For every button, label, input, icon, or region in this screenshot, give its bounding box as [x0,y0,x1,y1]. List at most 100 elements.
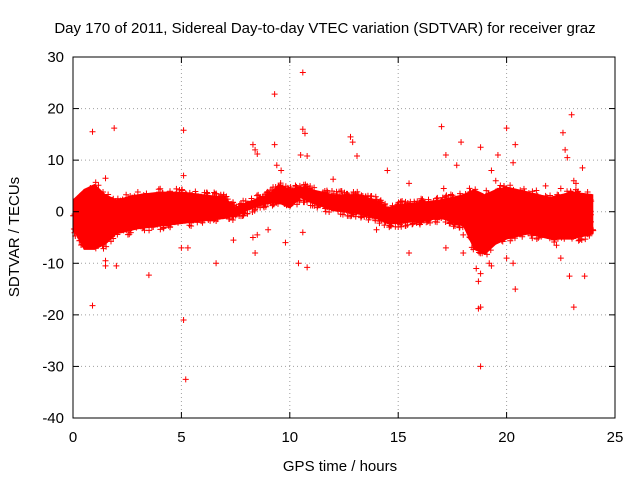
data-point-outlier [562,146,569,153]
data-point [190,199,197,206]
data-point-outlier [568,111,575,118]
data-point [441,196,448,203]
data-point [454,198,461,205]
data-point [467,225,474,232]
data-point [190,204,197,211]
data-point [236,210,243,217]
data-point [345,206,352,213]
data-point [397,211,404,218]
data-point [279,190,286,197]
data-point [152,204,159,211]
data-point [422,201,429,208]
y-tick-label: 20 [47,101,64,118]
data-point [404,221,411,228]
data-point-outlier [488,262,495,269]
data-point [499,195,506,202]
data-point-outlier [184,244,191,251]
data-point [229,199,236,206]
data-point [178,206,185,213]
data-point-outlier [477,363,484,370]
data-point [341,189,348,196]
data-point-outlier [477,304,484,311]
data-point [451,214,458,221]
data-point [177,191,184,198]
data-point [532,228,539,235]
data-point [189,205,196,212]
data-point [184,197,191,204]
data-point-outlier [570,304,577,311]
y-axis-label: SDTVAR / TECUs [6,177,23,297]
data-point [108,238,114,245]
data-point [555,196,562,203]
data-point [551,217,558,224]
data-point [387,212,394,219]
data-point [510,186,517,193]
data-point-outlier [373,226,380,233]
data-point-outlier [254,150,261,157]
data-point [432,208,439,215]
data-point [296,197,303,204]
data-point [336,202,343,209]
data-point [422,212,429,219]
data-point [99,213,106,220]
data-point-outlier [492,177,499,184]
data-point-outlier [579,164,586,171]
data-point-outlier [406,249,413,256]
data-point [291,196,298,203]
data-point [84,203,91,210]
data-point [89,231,96,238]
data-point [223,203,230,210]
data-point [559,213,566,220]
data-point [323,187,330,194]
data-point-outlier [460,231,467,238]
data-point [85,215,92,222]
y-tick-label: 0 [56,204,64,221]
data-point-outlier [564,154,571,161]
data-point [590,227,597,234]
data-point [261,204,268,211]
data-point [394,201,401,208]
data-point [123,227,130,234]
data-point [70,225,77,232]
data-point [136,197,143,204]
data-point [389,202,396,209]
data-point [337,211,344,218]
data-point [235,203,242,210]
data-point-outlier [512,286,519,293]
y-tick-label: 10 [47,152,64,169]
data-points [70,69,597,383]
data-point [216,199,223,206]
data-point [244,210,251,217]
data-point [378,199,385,206]
x-tick-label: 15 [390,429,407,446]
data-point [517,187,524,194]
data-point [349,210,356,217]
data-point-outlier [278,167,285,174]
data-point-outlier [254,231,261,238]
data-point [508,235,515,242]
data-point [409,221,416,228]
data-point [412,212,419,219]
data-point [123,191,130,198]
data-point [372,193,379,200]
data-point [117,197,124,204]
data-point [476,231,483,238]
data-point [286,201,293,208]
data-point [329,196,336,203]
data-point [443,192,450,199]
data-point [143,201,150,208]
data-point [419,211,426,218]
data-point [363,211,370,218]
data-point [352,213,359,220]
data-point [486,230,493,237]
data-point [451,220,458,227]
data-point [196,214,203,221]
data-point [488,236,495,243]
data-point [587,218,594,225]
data-point [145,218,152,225]
data-point [215,211,222,218]
data-point [202,195,209,202]
data-point [78,226,85,233]
data-point [236,204,243,211]
data-point [77,197,84,204]
